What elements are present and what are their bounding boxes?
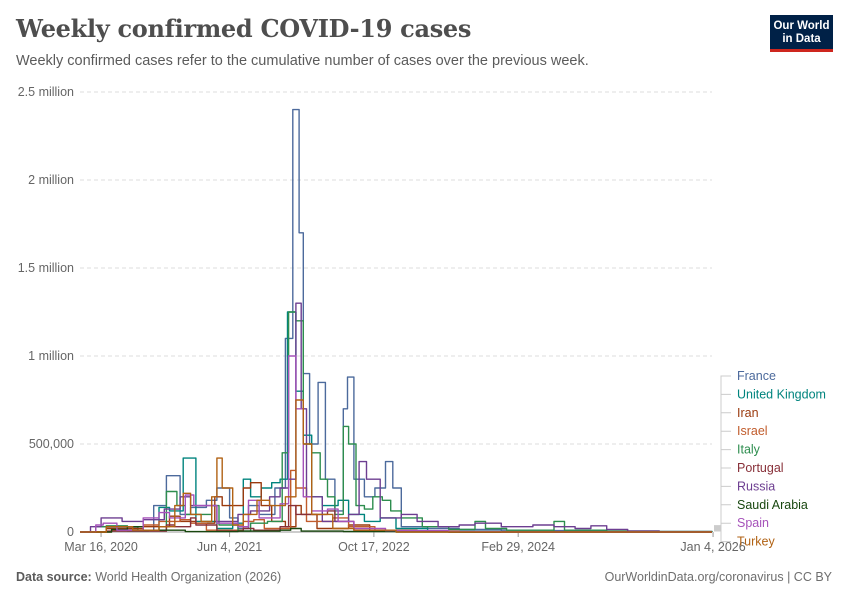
legend-label-france: France [737,369,776,383]
series-line-israel [80,469,712,533]
y-tick-label: 1 million [28,349,74,363]
chart-title: Weekly confirmed COVID-19 cases [16,14,472,43]
legend-label-united-kingdom: United Kingdom [737,387,826,401]
legend-connector [714,375,731,532]
y-tick-label: 500,000 [29,437,74,451]
legend-connector [714,430,731,530]
series-line-spain [80,355,712,533]
legend-label-turkey: Turkey [737,535,775,549]
y-tick-label: 0 [67,525,74,539]
chart-subtitle: Weekly confirmed cases refer to the cumu… [16,53,589,69]
series-line-united-kingdom [80,311,712,533]
legend-connector [714,467,731,529]
legend-label-italy: Italy [737,443,761,457]
series-line-turkey [80,399,712,533]
legend-connector [714,412,731,531]
series-line-france [80,108,713,533]
y-tick-label: 1.5 million [18,261,74,275]
legend-label-saudi-arabia: Saudi Arabia [737,498,808,512]
x-tick-label: Jan 4, 2026 [680,540,745,554]
legend-connector [714,449,731,530]
legend-connector [714,522,731,527]
data-source-label: Data source: [16,570,92,584]
footer-credit-link[interactable]: OurWorldinData.org/coronavirus | CC BY [604,570,832,584]
series-line-russia [80,302,712,533]
legend-label-spain: Spain [737,516,769,530]
series-line-saudi-arabia [80,526,712,533]
y-tick-label: 2 million [28,173,74,187]
x-tick-label: Oct 17, 2022 [338,540,410,554]
line-chart: 0 500,000 1 million 1.5 million 2 million 2.5… [18,85,826,554]
x-tick-label: Jun 4, 2021 [197,540,262,554]
legend-label-russia: Russia [737,479,775,493]
legend-connector [714,393,731,531]
data-source-link[interactable]: World Health Organization (2026) [95,570,282,584]
legend-connector [714,485,731,528]
logo-line-1: Our World [773,20,830,32]
x-tick-label: Mar 16, 2020 [64,540,138,554]
legend-label-israel: Israel [737,424,768,438]
data-source: Data source: World Health Organization (… [16,570,281,584]
x-tick-label: Feb 29, 2024 [481,540,555,554]
legend-label-portugal: Portugal [737,461,784,475]
legend-connector [714,525,731,543]
legend-connector [714,504,731,528]
logo-line-2: in Data [782,33,821,45]
series-line-italy [80,311,713,533]
legend-label-iran: Iran [737,406,759,420]
owid-logo[interactable]: Our World in Data [770,15,833,52]
y-tick-label: 2.5 million [18,85,74,99]
